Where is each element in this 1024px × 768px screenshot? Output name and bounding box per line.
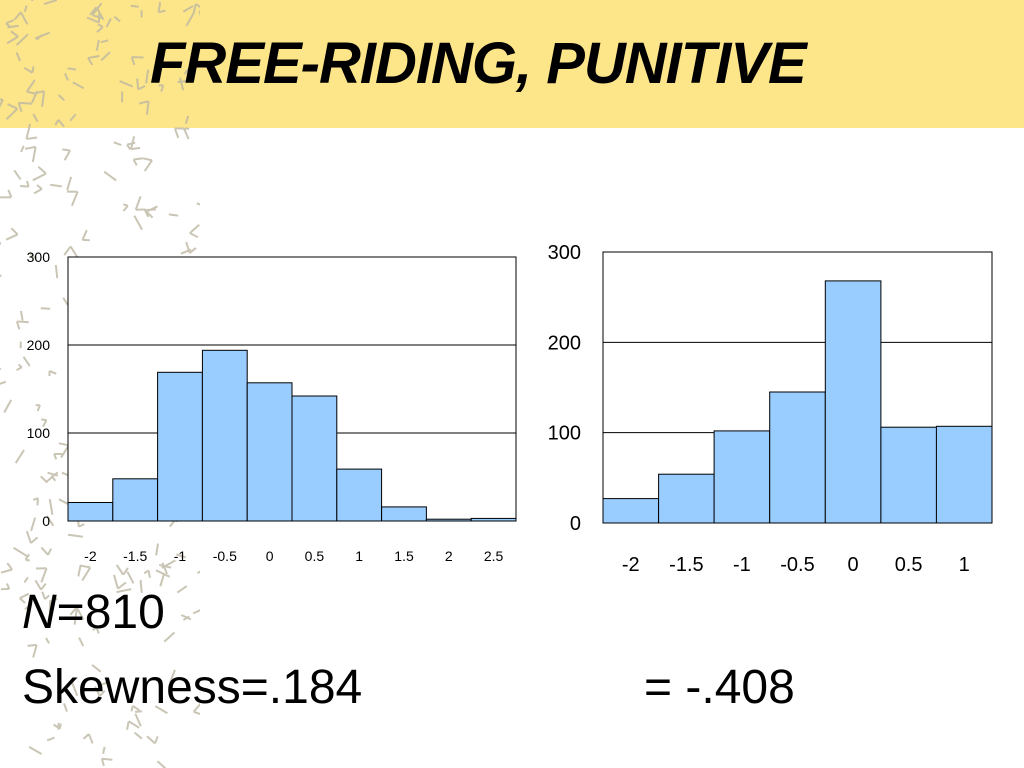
bar [336,468,383,522]
x-tick-label: -1 [174,548,187,564]
x-tick-label: -2 [622,554,640,576]
bar [291,395,338,522]
x-tick-label: -0.5 [213,548,237,564]
bar [880,426,938,524]
bar [658,473,715,524]
y-tick-label: 200 [548,332,581,354]
sample-size-label: N=810 [22,585,165,640]
y-tick-label: 300 [27,249,51,265]
y-tick-label: 100 [27,425,51,441]
y-tick-label: 300 [548,242,581,264]
x-tick-label: 2 [445,548,453,564]
x-tick-label: -1 [733,554,751,576]
x-tick-label: -0.5 [780,554,814,576]
n-symbol: N [22,586,57,639]
skewness-right: = -.408 [644,661,795,714]
x-tick-label: -1.5 [669,554,703,576]
bar [713,430,771,524]
x-tick-label: -2 [84,548,97,564]
x-tick-label: 1 [959,554,970,576]
x-tick-label: 0 [848,554,859,576]
skewness-left: Skewness=.184 [22,661,363,714]
bar [935,425,993,524]
bar [112,478,159,522]
x-tick-label: 0 [266,548,274,564]
bar [824,280,882,524]
bar [602,498,660,524]
bar [201,349,248,522]
x-tick-label: 1 [355,548,363,564]
x-tick-label: 1.5 [394,548,414,564]
x-tick-label: 2.5 [484,548,504,564]
slide-title: FREE-RIDING, PUNITIVE [150,31,807,96]
bar [769,391,826,524]
x-tick-label: 0.5 [305,548,325,564]
y-tick-label: 100 [548,423,581,445]
y-tick-label: 0 [42,513,50,529]
title-band [200,0,1024,128]
bar [246,382,293,522]
decorative-pattern [0,0,200,768]
n-value: =810 [56,586,165,639]
x-tick-label: -1.5 [123,548,147,564]
bar [157,371,203,522]
x-tick-label: 0.5 [895,554,923,576]
y-tick-label: 200 [27,337,51,353]
y-tick-label: 0 [570,513,581,535]
